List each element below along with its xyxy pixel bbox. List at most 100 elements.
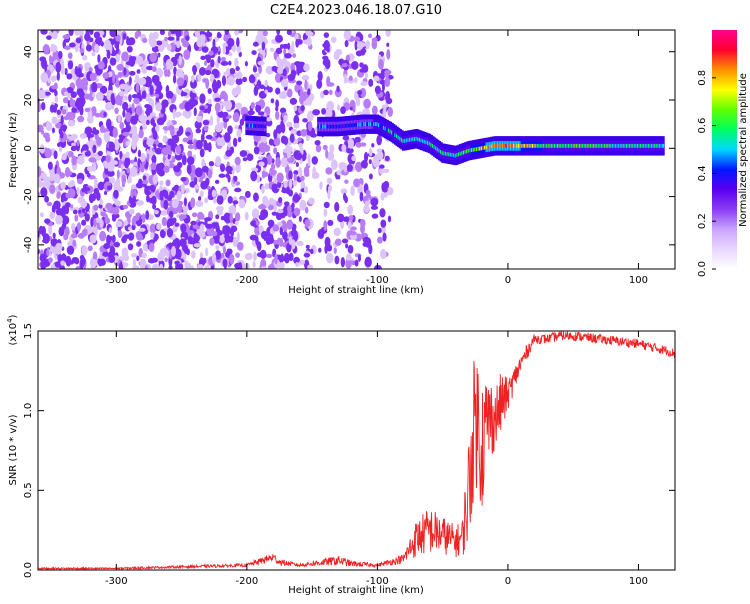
noise-blob (323, 32, 330, 39)
noise-blob (235, 77, 243, 86)
noise-blob (360, 218, 366, 228)
noise-blob (161, 189, 167, 197)
noise-blob (126, 85, 133, 91)
noise-blob (173, 165, 181, 173)
noise-blob (278, 197, 283, 204)
noise-blob (70, 91, 77, 98)
noise-blob (183, 197, 187, 207)
noise-blob (187, 144, 195, 150)
noise-blob (299, 88, 304, 100)
noise-blob (259, 135, 267, 145)
noise-blob (205, 177, 210, 187)
noise-blob (296, 240, 304, 247)
noise-blob (178, 262, 184, 269)
signal-core (376, 122, 379, 127)
noise-blob (50, 85, 58, 90)
noise-blob (232, 137, 238, 148)
noise-blob (104, 101, 113, 111)
noise-blob (293, 105, 298, 112)
noise-blob (67, 151, 74, 158)
noise-blob (127, 37, 136, 46)
noise-blob (220, 61, 229, 66)
y-tick-label: 0 (23, 145, 34, 151)
noise-blob (186, 156, 195, 166)
noise-blob (211, 222, 218, 229)
snr-frame (37, 330, 676, 571)
y-tick-label: 40 (23, 45, 34, 58)
noise-blob (323, 89, 329, 96)
signal-core (386, 127, 389, 132)
noise-blob (117, 114, 121, 123)
noise-blob (165, 179, 171, 187)
signal-core (412, 137, 415, 142)
noise-blob (288, 170, 293, 181)
noise-blob (363, 98, 371, 109)
noise-blob (234, 125, 239, 130)
signal-core (448, 152, 451, 157)
noise-blob (259, 249, 267, 260)
signal-core (400, 137, 404, 142)
noise-blob (267, 219, 275, 228)
noise-blob (262, 195, 269, 206)
noise-blob (123, 220, 129, 226)
noise-blob (299, 259, 305, 266)
noise-blob (329, 144, 335, 153)
noise-blob (380, 219, 387, 228)
noise-blob (58, 50, 63, 60)
noise-blob (235, 163, 241, 174)
signal-core (364, 122, 368, 127)
noise-blob (357, 254, 361, 263)
noise-blob (195, 200, 204, 207)
noise-blob (148, 242, 155, 253)
noise-blob (333, 50, 340, 61)
noise-blob (53, 173, 61, 184)
noise-blob (39, 212, 44, 218)
noise-blob (76, 88, 84, 96)
noise-blob (57, 253, 62, 263)
noise-blob (342, 135, 350, 141)
noise-blob (277, 222, 283, 227)
noise-blob (175, 30, 182, 38)
noise-blob (238, 199, 246, 209)
noise-blob (171, 186, 179, 191)
noise-blob (84, 32, 91, 42)
noise-blob (41, 102, 46, 111)
noise-blob (159, 194, 164, 201)
noise-blob (368, 173, 373, 180)
noise-blob (113, 241, 121, 248)
noise-blob (79, 48, 85, 54)
noise-blob (363, 203, 370, 213)
noise-blob (162, 135, 168, 143)
noise-blob (130, 115, 138, 125)
noise-blob (74, 257, 80, 265)
noise-blob (76, 72, 85, 78)
signal-core (474, 147, 477, 152)
noise-blob (115, 53, 121, 63)
noise-blob (122, 131, 130, 137)
noise-blob (281, 188, 289, 194)
noise-blob (251, 167, 259, 172)
noise-blob (273, 147, 278, 154)
noise-blob (181, 155, 187, 166)
noise-blob (175, 145, 182, 155)
noise-blob (126, 45, 133, 53)
noise-blob (193, 232, 198, 241)
noise-blob (150, 232, 155, 239)
noise-blob (190, 75, 195, 83)
noise-blob (103, 243, 111, 250)
noise-blob (280, 90, 288, 100)
noise-blob (176, 190, 182, 201)
signal-core (464, 149, 467, 154)
noise-blob (231, 164, 235, 175)
noise-blob (120, 163, 124, 171)
noise-blob (112, 127, 118, 139)
noise-blob (346, 163, 353, 172)
noise-blob (380, 248, 387, 260)
noise-blob (380, 225, 386, 234)
noise-blob (63, 152, 67, 159)
noise-blob (128, 232, 135, 241)
noise-blob (149, 223, 157, 234)
noise-blob (136, 69, 141, 74)
noise-blob (110, 93, 115, 104)
noise-blob (49, 173, 55, 182)
